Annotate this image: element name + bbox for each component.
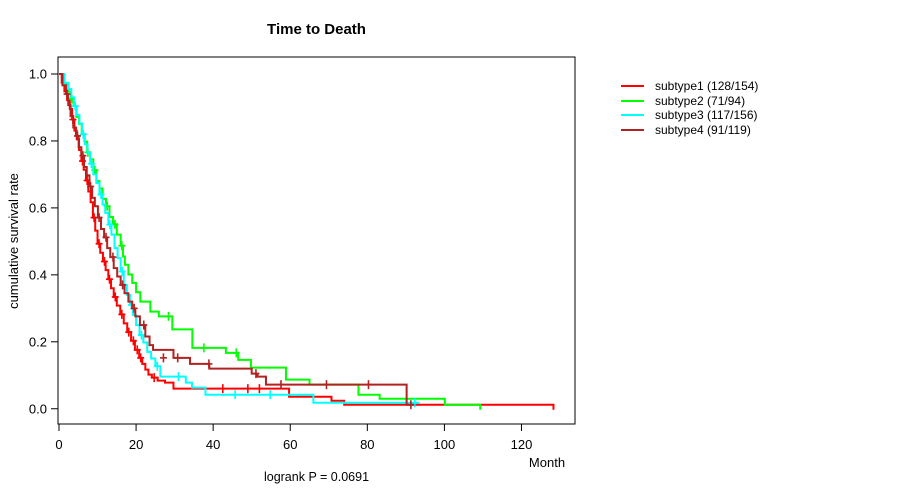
x-tick-label: 60: [283, 437, 297, 452]
logrank-annotation: logrank P = 0.0691: [263, 470, 370, 484]
legend-color-line: [621, 99, 644, 102]
y-axis-label: cumulative survival rate: [6, 173, 21, 309]
x-tick-label: 80: [360, 437, 374, 452]
legend-label: subtype1 (128/154): [655, 79, 759, 94]
x-tick-label: 40: [206, 437, 220, 452]
legend-label: subtype2 (71/94): [655, 93, 746, 108]
x-axis-label: Month: [528, 455, 566, 470]
x-tick-label: 0: [55, 437, 62, 452]
y-tick-label: 0.2: [29, 334, 47, 349]
legend-color-line: [621, 85, 644, 88]
survival-curve-subtype1: [59, 73, 555, 410]
legend-label: subtype4 (91/119): [655, 122, 751, 137]
plot-box: [57, 56, 576, 425]
y-tick-label: 0.8: [29, 133, 47, 148]
legend-item-subtype2: subtype2 (71/94): [621, 94, 758, 109]
legend-label: subtype3 (117/156): [655, 108, 758, 123]
legend-color-line: [621, 128, 644, 131]
survival-curve-subtype3: [59, 73, 420, 404]
x-tick-label: 20: [129, 437, 143, 452]
y-tick-label: 0.0: [29, 401, 47, 416]
chart-title: Time to Death: [267, 21, 366, 38]
legend-item-subtype4: subtype4 (91/119): [621, 123, 758, 138]
legend: subtype1 (128/154) subtype2 (71/94) subtyp…: [621, 79, 758, 137]
legend-color-line: [621, 114, 644, 117]
legend-item-subtype1: subtype1 (128/154): [621, 79, 758, 94]
y-tick-label: 0.6: [29, 200, 47, 215]
x-tick-label: 100: [434, 437, 456, 452]
y-tick-label: 1.0: [29, 67, 47, 82]
x-tick-label: 120: [511, 437, 533, 452]
legend-item-subtype3: subtype3 (117/156): [621, 108, 758, 123]
y-tick-label: 0.4: [29, 267, 47, 282]
